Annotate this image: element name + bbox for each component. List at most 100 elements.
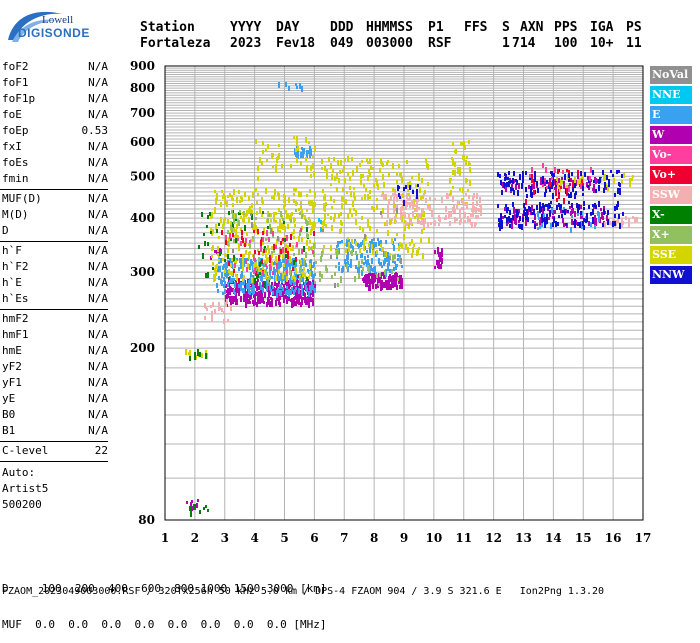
echo-point — [253, 254, 255, 258]
echo-point — [546, 186, 548, 189]
echo-point — [604, 222, 606, 227]
echo-point — [273, 212, 275, 216]
echo-point — [405, 185, 407, 189]
echo-point — [248, 196, 250, 201]
echo-point — [425, 199, 427, 203]
echo-point — [550, 223, 552, 229]
echo-point — [628, 222, 630, 228]
echo-point — [621, 221, 623, 227]
echo-point — [405, 246, 407, 250]
echo-point — [283, 297, 285, 302]
echo-point — [280, 211, 282, 217]
param-name: foE — [2, 108, 22, 121]
echo-point — [361, 216, 363, 220]
echo-point — [344, 259, 346, 264]
echo-point — [226, 299, 228, 304]
echo-point — [625, 216, 627, 220]
echo-point — [285, 244, 287, 250]
echo-point — [593, 187, 595, 193]
echo-point — [348, 242, 350, 248]
echo-point — [338, 213, 340, 218]
echo-point — [505, 174, 507, 180]
echo-point — [460, 142, 462, 145]
echo-point — [461, 207, 463, 210]
echo-point — [628, 218, 630, 224]
echo-point — [363, 243, 365, 248]
echo-point — [347, 213, 349, 219]
echo-point — [374, 267, 376, 273]
echo-point — [378, 258, 380, 264]
y-tick-label: 600 — [130, 135, 155, 149]
echo-point — [505, 204, 507, 207]
x-tick-label: 3 — [221, 531, 229, 545]
echo-point — [252, 236, 254, 239]
echo-point — [371, 244, 373, 249]
echo-point — [340, 277, 342, 283]
echo-point — [385, 197, 387, 200]
echo-point — [287, 213, 289, 219]
echo-point — [280, 275, 282, 280]
echo-point — [408, 213, 410, 216]
echo-point — [373, 242, 375, 248]
echo-point — [395, 220, 397, 223]
echo-point — [415, 199, 417, 202]
echo-point — [344, 178, 346, 184]
echo-point — [215, 270, 217, 276]
echo-point — [257, 297, 259, 302]
param-value: 0.53 — [81, 124, 109, 137]
echo-point — [464, 145, 466, 150]
echo-point — [561, 214, 563, 218]
echo-point — [257, 249, 259, 252]
echo-point — [526, 211, 528, 217]
autoscaling-text: Auto: — [2, 466, 36, 479]
echo-point — [199, 352, 201, 357]
echo-point — [238, 278, 240, 284]
echo-point — [597, 211, 599, 216]
echo-point — [309, 219, 311, 225]
echo-point — [568, 170, 570, 173]
echo-point — [255, 217, 257, 220]
echo-point — [325, 224, 327, 228]
legend-item: SSE — [650, 246, 692, 264]
echo-point — [189, 356, 191, 361]
echo-point — [295, 209, 297, 212]
echo-point — [427, 222, 429, 228]
echo-point — [384, 271, 386, 274]
echo-point — [397, 258, 399, 261]
echo-point — [414, 209, 416, 212]
echo-point — [239, 210, 241, 213]
echo-point — [240, 227, 242, 231]
echo-point — [270, 289, 272, 292]
echo-point — [452, 158, 454, 161]
echo-point — [310, 259, 312, 264]
echo-point — [510, 187, 512, 191]
echo-point — [407, 182, 409, 188]
echo-point — [250, 272, 252, 278]
echo-point — [351, 213, 353, 217]
echo-point — [380, 276, 382, 279]
echo-point — [546, 180, 548, 184]
mufd-table: D 100 200 400 600 800 1000 1500 3000 [km… — [2, 559, 327, 643]
echo-point — [330, 196, 332, 201]
echo-point — [286, 260, 288, 264]
echo-point — [454, 170, 456, 176]
echo-point — [586, 216, 588, 222]
echo-point — [297, 275, 299, 278]
echo-point — [233, 289, 235, 293]
echo-point — [405, 200, 407, 206]
echo-point — [244, 243, 246, 247]
echo-point — [533, 186, 535, 189]
echo-point — [459, 209, 461, 213]
echo-point — [351, 157, 353, 161]
echo-point — [498, 223, 500, 227]
echo-point — [222, 292, 224, 295]
echo-point — [574, 193, 576, 199]
header-value: 2023 — [230, 36, 262, 51]
echo-point — [555, 190, 557, 196]
echo-point — [614, 206, 616, 211]
echo-point — [536, 223, 538, 226]
echo-point — [396, 233, 398, 236]
echo-point — [554, 210, 556, 214]
param-value: N/A — [88, 276, 108, 289]
echo-point — [380, 244, 382, 247]
